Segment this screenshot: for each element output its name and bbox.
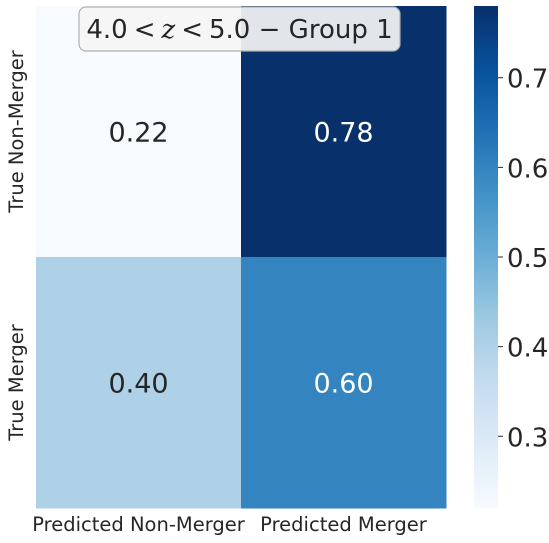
cell-value-label: 0.40 xyxy=(108,369,168,400)
chart-title-lower: 4.0 xyxy=(86,15,127,45)
y-tick-label: True Non-Merger xyxy=(5,49,28,213)
colorbar-tick-label: 0.4 xyxy=(507,334,548,364)
colorbar-ticks: 0.3 0.4 0.5 0.6 0.7 xyxy=(498,65,548,453)
chart-title-background xyxy=(78,6,401,52)
colorbar-tick-label: 0.7 xyxy=(507,65,548,95)
colorbar xyxy=(474,6,498,508)
y-tick-label: True Merger xyxy=(5,323,28,441)
heatmap-cells xyxy=(36,6,447,509)
heatmap-cell-r1-c1 xyxy=(241,257,447,509)
heatmap-cell-r1-c0 xyxy=(36,257,242,509)
cell-value-label: 0.78 xyxy=(313,118,373,149)
chart-title-lt-1: < xyxy=(134,15,156,45)
chart-title-var: z xyxy=(161,15,176,45)
x-tick-label: Predicted Merger xyxy=(260,513,428,536)
colorbar-tick-label: 0.5 xyxy=(507,244,548,274)
heatmap-labels: 0.22 0.78 0.40 0.60 Predicted Non-Merger Pred… xyxy=(5,49,428,536)
colorbar-tick-label: 0.6 xyxy=(507,154,548,184)
x-tick-label: Predicted Non-Merger xyxy=(32,513,246,536)
cell-value-label: 0.60 xyxy=(313,369,373,400)
chart-title-rest: − Group 1 xyxy=(250,15,392,45)
cell-value-label: 0.22 xyxy=(108,118,168,149)
colorbar-tick-label: 0.3 xyxy=(507,423,548,453)
chart-title-box: 4.0 < z <5.0 − Group 1 xyxy=(78,6,401,52)
chart-title-lt-2: < xyxy=(181,15,203,45)
chart-title: 4.0 < z <5.0 − Group 1 xyxy=(86,15,392,45)
chart-title-upper: 5.0 xyxy=(209,15,250,45)
